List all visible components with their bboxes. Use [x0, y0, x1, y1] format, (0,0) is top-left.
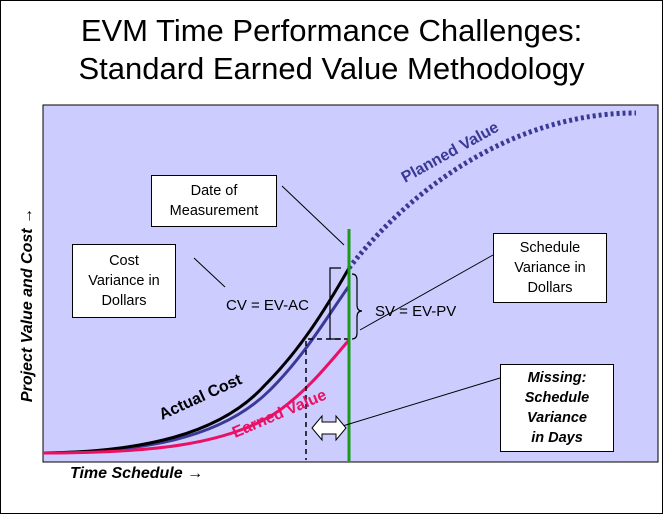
days-box-line-1: Missing: — [527, 370, 587, 386]
days-box-line-2: Schedule — [524, 390, 590, 406]
planned-value-future-curve — [347, 110, 637, 270]
sv-brace — [351, 273, 363, 340]
cv-bracket — [329, 267, 341, 340]
title-line-2: Standard Earned Value Methodology — [78, 51, 585, 86]
sv-callout-line — [359, 254, 494, 331]
cv-box-line-2: Variance in — [88, 273, 160, 289]
cost-variance-box: Cost Variance in Dollars — [72, 244, 176, 318]
sv-formula: SV = EV-PV — [375, 303, 457, 320]
date-box-line-2: Measurement — [169, 203, 259, 219]
slide-title: EVM Time Performance Challenges: Standar… — [0, 12, 663, 88]
date-box-line-1: Date of — [190, 183, 238, 199]
date-callout-line — [281, 185, 345, 246]
cv-box-line-3: Dollars — [101, 293, 147, 309]
title-line-1: EVM Time Performance Challenges: — [80, 13, 583, 48]
earned-value-curve — [42, 339, 351, 455]
schedule-variance-dollars-box: Schedule Variance in Dollars — [493, 233, 607, 303]
sv-box-line-1: Schedule — [519, 240, 581, 256]
x-axis-label: Time Schedule → — [70, 465, 204, 482]
days-box-line-3: Variance — [527, 410, 587, 426]
cv-formula: CV = EV-AC — [226, 297, 309, 314]
y-axis-label: Project Value and Cost → — [19, 207, 36, 403]
actual-cost-curve — [42, 267, 351, 455]
date-of-measurement-box: Date of Measurement — [151, 175, 277, 227]
cv-box-line-1: Cost — [109, 253, 139, 269]
cv-callout-line — [193, 257, 226, 288]
schedule-variance-days-arrow — [311, 414, 347, 442]
days-callout-line — [335, 377, 501, 429]
schedule-variance-days-box: Missing: Schedule Variance in Days — [500, 364, 614, 452]
sv-box-line-2: Variance in — [514, 260, 586, 276]
days-box-line-4: in Days — [531, 430, 583, 446]
sv-box-line-3: Dollars — [527, 280, 573, 296]
